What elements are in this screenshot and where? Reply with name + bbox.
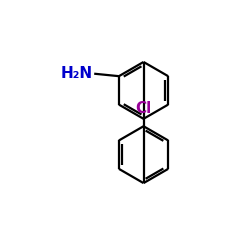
Text: Cl: Cl <box>136 101 152 116</box>
Text: H₂N: H₂N <box>61 66 93 81</box>
